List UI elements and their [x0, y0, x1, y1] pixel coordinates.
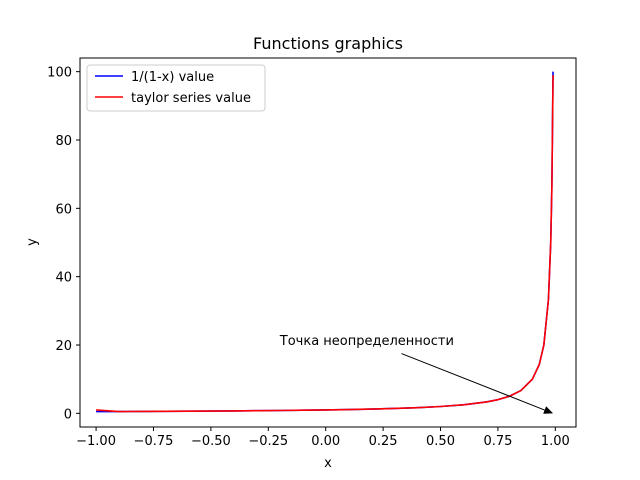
x-axis-ticks: −1.00 −0.75 −0.50 −0.25 0.00 0.25 0.50 0.75 1.00	[76, 427, 570, 449]
x-tick-label: −0.25	[248, 434, 288, 449]
y-axis-label: y	[25, 238, 40, 246]
plot-lines	[96, 71, 554, 413]
y-tick-label: 0	[64, 407, 72, 422]
x-tick-label: 0.25	[369, 434, 398, 449]
x-tick-label: −1.00	[76, 434, 116, 449]
chart-title: Functions graphics	[253, 34, 403, 53]
x-tick-label: −0.50	[191, 434, 231, 449]
annotation-text: Точка неопределенности	[279, 334, 454, 349]
series-line-2	[96, 75, 554, 413]
legend: 1/(1-x) value taylor series value	[86, 64, 266, 112]
y-tick-label: 80	[55, 134, 72, 149]
x-axis-label: x	[324, 456, 332, 471]
y-axis-ticks: 0 20 40 60 80 100	[47, 66, 80, 422]
annotation-arrowhead	[543, 406, 554, 414]
y-tick-label: 20	[55, 339, 72, 354]
x-tick-label: −0.75	[134, 434, 174, 449]
x-tick-label: 0.50	[426, 434, 455, 449]
x-tick-label: 1.00	[541, 434, 570, 449]
annotation-arrow	[401, 353, 545, 411]
x-tick-label: 0.00	[311, 434, 340, 449]
legend-label-2: taylor series value	[131, 91, 251, 106]
x-tick-label: 0.75	[483, 434, 512, 449]
legend-label-1: 1/(1-x) value	[131, 70, 214, 85]
y-tick-label: 100	[47, 66, 72, 81]
axes-frame	[79, 57, 577, 428]
annotation: Точка неопределенности	[279, 334, 554, 414]
y-tick-label: 60	[55, 202, 72, 217]
y-tick-label: 40	[55, 271, 72, 286]
legend-box	[86, 64, 266, 112]
